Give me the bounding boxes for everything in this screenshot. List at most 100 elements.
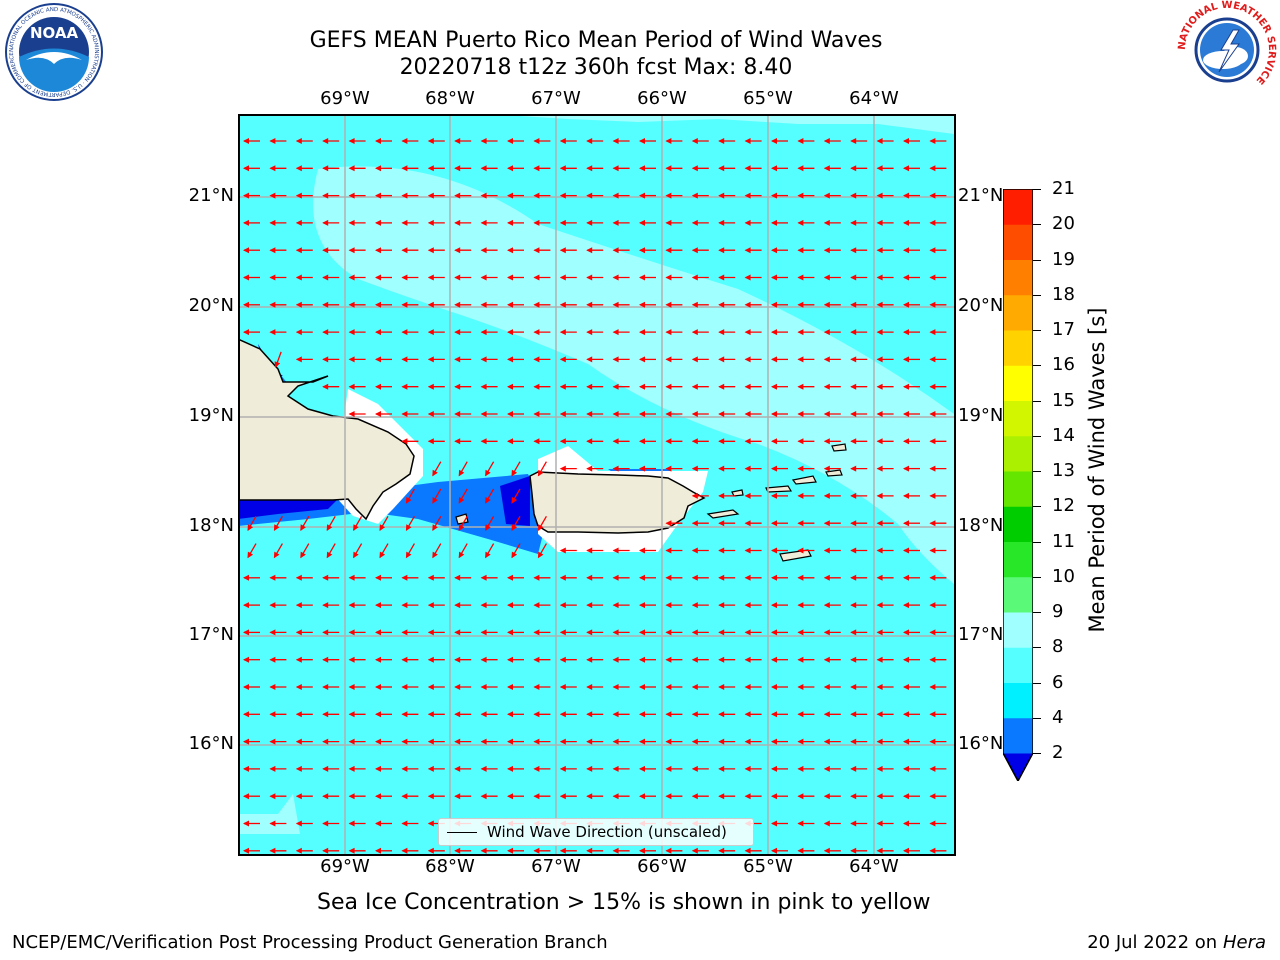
wind-wave-arrow [454, 765, 472, 772]
wind-wave-arrow [295, 301, 313, 308]
wind-wave-arrow [269, 574, 287, 581]
wind-wave-arrow [771, 820, 788, 827]
wind-wave-arrow [823, 192, 841, 199]
wind-wave-arrow [243, 138, 260, 144]
wind-wave-arrow [375, 138, 392, 144]
wind-wave-arrow [691, 602, 709, 609]
wind-wave-arrow [454, 383, 472, 390]
wind-wave-arrow [401, 574, 419, 581]
wind-wave-arrow [797, 847, 815, 854]
wind-wave-arrow [507, 301, 524, 308]
wind-wave-arrow [269, 329, 287, 336]
wind-wave-arrow [427, 192, 445, 199]
wind-wave-arrow [639, 438, 656, 445]
wind-wave-arrow [427, 438, 445, 445]
wind-wave-arrow [480, 356, 498, 363]
wind-wave-arrow [322, 383, 340, 390]
wind-wave-arrow [533, 192, 551, 199]
wind-wave-arrow [454, 847, 472, 854]
wind-wave-arrow [718, 329, 736, 336]
wind-wave-arrow [243, 192, 260, 199]
wind-wave-arrow [537, 543, 547, 559]
wind-wave-arrow [823, 847, 841, 854]
wind-wave-arrow [427, 738, 445, 745]
colorbar-tick-label: 19 [1052, 248, 1075, 270]
wind-wave-arrow [718, 547, 736, 554]
noaa-logo: NATIONAL OCEANIC AND ATMOSPHERIC ADMINIS… [5, 3, 103, 101]
wind-wave-arrow [401, 192, 419, 199]
wind-wave-arrow [427, 356, 445, 363]
wind-wave-arrow [401, 629, 419, 636]
wind-wave-arrow [401, 411, 419, 417]
wind-wave-arrow [850, 574, 868, 581]
wind-wave-arrow [375, 356, 392, 363]
wind-wave-arrow [375, 793, 392, 800]
wind-wave-arrow [639, 219, 656, 226]
wind-wave-arrow [269, 247, 287, 254]
wind-wave-arrow [639, 793, 656, 800]
contour-8-9 [308, 114, 954, 584]
wind-wave-arrow [797, 574, 815, 581]
wind-wave-arrow [401, 711, 419, 718]
land-anegada [831, 443, 847, 452]
wind-wave-arrow [929, 329, 947, 336]
wind-wave-arrow [348, 219, 366, 226]
wind-wave-arrow [454, 138, 472, 144]
wind-wave-arrow [771, 629, 788, 636]
colorbar-tick [1033, 435, 1041, 437]
colorbar-segment [1003, 682, 1033, 719]
wind-wave-arrow [243, 329, 260, 336]
wind-wave-arrow [850, 247, 868, 254]
wind-wave-arrow [639, 574, 656, 581]
wind-wave-arrow [454, 301, 472, 308]
wind-wave-arrow [401, 247, 419, 254]
wind-wave-arrow [295, 820, 313, 827]
wind-wave-arrow [375, 765, 392, 772]
wind-wave-arrow [480, 411, 498, 417]
wind-wave-arrow [718, 520, 736, 527]
wind-wave-arrow [823, 656, 841, 663]
wind-wave-arrow [480, 765, 498, 772]
wind-wave-arrow [691, 465, 709, 472]
wind-wave-arrow [243, 629, 260, 636]
wind-wave-arrow [903, 492, 920, 499]
wind-wave-arrow [507, 383, 524, 390]
wind-wave-arrow [744, 656, 762, 663]
wind-wave-arrow [876, 847, 894, 854]
wind-wave-arrow [295, 656, 313, 663]
wind-wave-arrow [586, 329, 604, 336]
wind-wave-arrow [771, 329, 788, 336]
wind-wave-arrow [929, 274, 947, 281]
colorbar-segment [1003, 400, 1033, 437]
wind-wave-arrow [876, 329, 894, 336]
colorbar-segment [1003, 365, 1033, 401]
colorbar-tick-label: 10 [1052, 565, 1075, 587]
wind-wave-arrow [348, 847, 366, 854]
wind-wave-arrow [691, 574, 709, 581]
wind-wave-arrow [639, 411, 656, 417]
wind-wave-arrow [691, 520, 709, 527]
wind-wave-arrow [295, 247, 313, 254]
wind-wave-arrow [507, 765, 524, 772]
wind-wave-arrow [823, 684, 841, 690]
wind-wave-arrow [454, 274, 472, 281]
wind-wave-arrow [744, 738, 762, 745]
wind-wave-arrow [823, 274, 841, 281]
wind-wave-arrow [665, 465, 683, 472]
wind-wave-arrow [929, 465, 947, 472]
colorbar [1003, 189, 1033, 781]
wind-wave-arrow [797, 383, 815, 390]
wind-wave-arrow [744, 711, 762, 718]
wind-wave-arrow [427, 219, 445, 226]
wind-wave-arrow [322, 602, 340, 609]
wind-wave-arrow [665, 793, 683, 800]
wind-wave-arrow [691, 656, 709, 663]
wind-wave-arrow [718, 165, 736, 172]
wind-wave-arrow [295, 711, 313, 718]
wind-wave-arrow [322, 684, 340, 690]
wind-wave-arrow [797, 274, 815, 281]
wind-wave-arrow [485, 543, 495, 559]
lon-label: 66°W [637, 88, 687, 109]
wind-wave-arrow [639, 329, 656, 336]
wind-wave-arrow [929, 165, 947, 172]
